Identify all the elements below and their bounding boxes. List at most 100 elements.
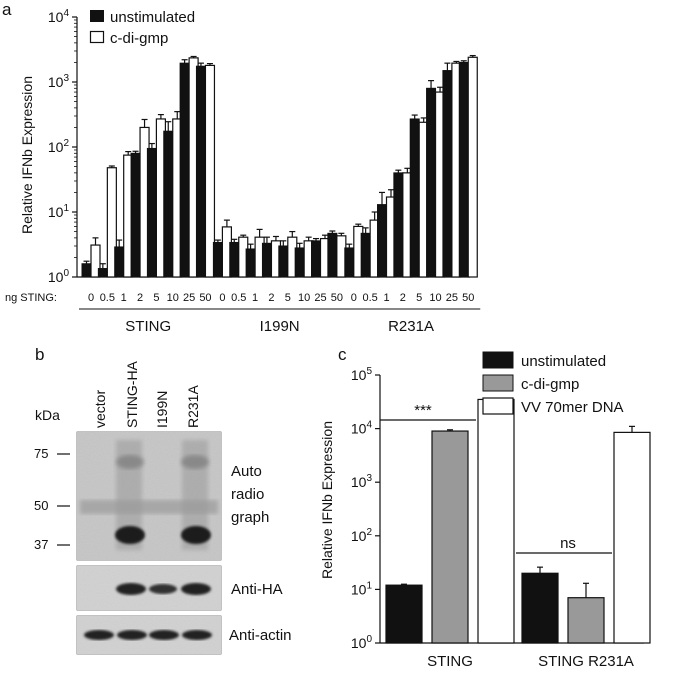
c-y-tick-label-2: 102 [351,527,373,544]
a-bar-I199N-unstim-2 [245,248,256,278]
a-bar-STING-unstim-1 [97,268,108,278]
autoradiograph-blot [76,431,222,561]
a-x-tick-label: 1 [252,292,258,304]
lane-label-i199n: I199N [154,391,170,428]
c-x-label-1: STING R231A [538,653,634,670]
c-bar-1-1 [567,597,605,644]
a-bar-I199N-unstim-1 [229,241,240,278]
a-x-tick-label: 0.5 [363,292,378,304]
western-blot-panel: vector STING-HA I199N R231A kDa 75 50 37… [34,360,292,655]
a-x-tick-label: 0 [351,292,357,304]
a-x-tick-label: 5 [153,292,159,304]
c-bar-1-2 [613,431,651,644]
a-x-tick-label: 2 [400,292,406,304]
anti-ha-blot [76,565,222,611]
a-bar-I199N-unstim-7 [327,232,338,278]
a-y-tick-label-3: 103 [48,73,70,90]
a-x-tick-label: 10 [429,292,441,304]
autoradio-label-2: radio [231,486,264,503]
c-y-tick-label-5: 105 [351,366,373,383]
c-annot-text-0: *** [414,402,432,419]
marker-75: 75 [34,446,48,461]
lane-label-vector: vector [92,390,108,428]
a-bar-STING-unstim-7 [195,65,206,278]
a-bar-I199N-unstim-0 [212,241,223,278]
c-bar-1-0 [521,572,559,644]
anti-actin-blot [76,615,222,655]
c-x-label-0: STING [427,653,473,670]
a-group-label-I199N: I199N [260,318,300,335]
a-x-tick-label: 50 [462,292,474,304]
c-legend-swatch-vv [482,397,514,415]
a-x-tick-label: 0 [219,292,225,304]
a-bar-I199N-unstim-5 [294,247,305,278]
a-x-tick-label: 0 [88,292,94,304]
a-bar-STING-unstim-3 [130,152,141,278]
a-bar-R231A-unstim-6 [442,70,453,278]
a-x-tick-label: 5 [285,292,291,304]
autoradio-label-1: Auto [231,463,262,480]
a-group-label-STING: STING [125,318,171,335]
panel-label-c: c [338,345,347,364]
marker-37: 37 [34,537,48,552]
a-bar-STING-unstim-6 [179,62,190,278]
c-legend-label-vv: VV 70mer DNA [521,399,624,416]
c-bar-0-0 [385,584,423,644]
c-legend-swatch-unstimulated [482,351,514,369]
a-x-tick-label: 10 [167,292,179,304]
a-bar-STING-unstim-4 [146,147,157,278]
a-x-tick-label: 50 [199,292,211,304]
autoradio-label-3: graph [231,509,269,526]
a-bar-R231A-unstim-0 [344,247,355,278]
chart-panel-a: Relative IFNb Expression 100101102103104… [5,8,481,335]
a-group-label-R231A: R231A [388,318,434,335]
panel-label-a: a [2,0,12,19]
c-legend-label-unstimulated: unstimulated [521,353,606,370]
a-x-tick-label: 25 [183,292,195,304]
a-x-tick-label: 0.5 [100,292,115,304]
a-bar-STING-unstim-2 [114,246,125,278]
legend-label-unstimulated: unstimulated [110,9,195,26]
legend-swatch-cdigmp [89,30,105,44]
c-bar-0-2 [477,398,515,644]
a-x-tick-label: 1 [121,292,127,304]
a-x-prefix: ng STING: [5,292,57,304]
a-x-tick-label: 10 [298,292,310,304]
lane-label-sting-ha: STING-HA [124,360,140,428]
a-x-tick-label: 50 [331,292,343,304]
a-y-tick-label-0: 100 [48,268,70,285]
a-y-tick-label-1: 101 [48,203,70,220]
c-y-tick-label-0: 100 [351,634,373,651]
a-bar-R231A-unstim-7 [458,61,469,278]
c-y-tick-label-3: 103 [351,473,373,490]
c-y-tick-label-4: 104 [351,420,373,437]
a-bar-R231A-unstim-1 [360,232,371,278]
c-legend-label-cdigmp: c-di-gmp [521,376,579,393]
a-x-tick-label: 2 [268,292,274,304]
a-bar-R231A-unstim-5 [426,87,437,278]
a-y-tick-label-2: 102 [48,138,70,155]
anti-ha-label: Anti-HA [231,581,283,598]
c-legend-swatch-cdigmp [482,374,514,392]
panel-label-b: b [35,345,44,364]
legend-swatch-unstimulated [90,10,104,22]
a-x-tick-label: 25 [446,292,458,304]
c-y-axis-label: Relative IFNb Expression [319,421,335,579]
marker-50: 50 [34,498,48,513]
c-bar-0-1 [431,430,469,644]
band-sting-ha [115,526,145,544]
a-bar-R231A-cdigmp-7 [467,56,478,278]
a-x-tick-label: 5 [416,292,422,304]
c-y-tick-label-1: 101 [351,580,373,597]
a-bar-R231A-unstim-4 [409,118,420,278]
kda-label: kDa [35,407,60,423]
a-y-tick-label-4: 104 [48,8,70,25]
chart-panel-c: Relative IFNb Expression 100 101 102 103 104… [319,351,651,670]
a-x-tick-label: 25 [314,292,326,304]
lane-label-r231a: R231A [185,385,201,428]
a-bar-STING-unstim-0 [81,263,92,278]
legend-label-cdigmp: c-di-gmp [110,30,168,47]
a-bar-R231A-unstim-2 [377,204,387,278]
a-x-tick-label: 1 [383,292,389,304]
a-bar-STING-unstim-5 [163,130,174,278]
